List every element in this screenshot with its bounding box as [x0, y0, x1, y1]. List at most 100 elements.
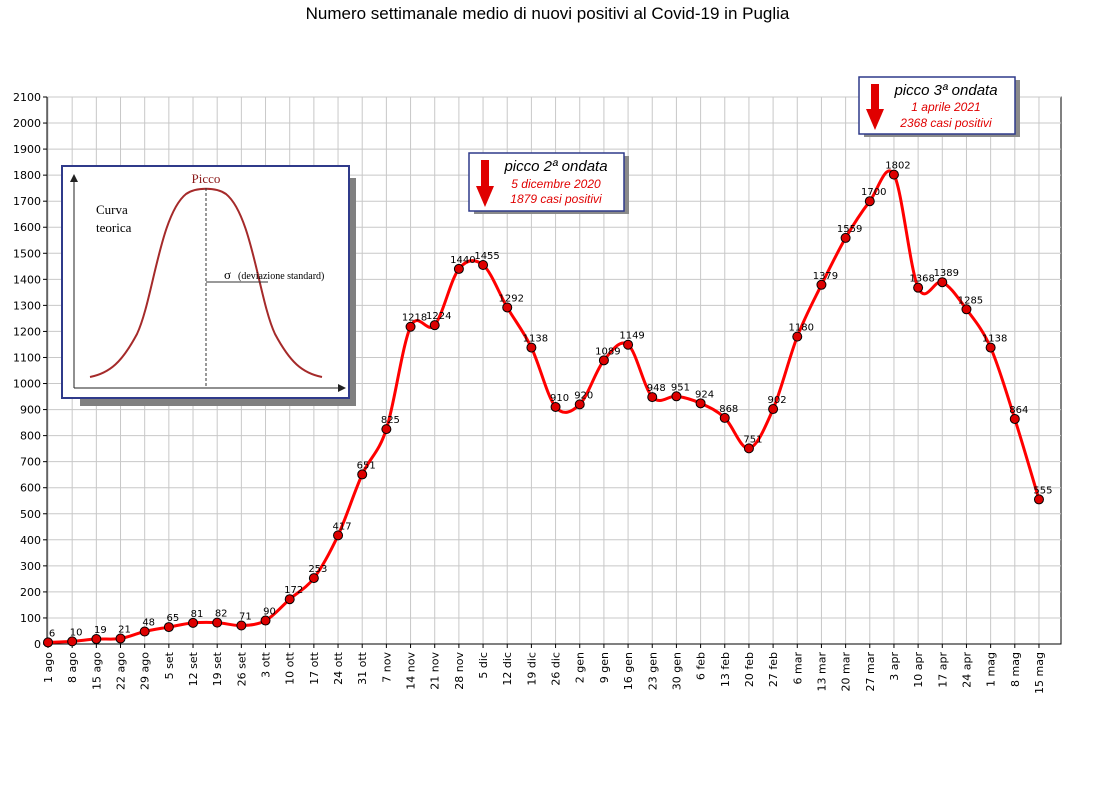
- y-tick-label: 1200: [13, 325, 41, 338]
- x-tick-label: 3 apr: [888, 652, 901, 681]
- data-point: [695, 398, 706, 409]
- data-point: [236, 620, 247, 631]
- data-point: [453, 263, 464, 274]
- y-tick-label: 0: [34, 638, 41, 651]
- x-tick-label: 8 ago: [66, 652, 79, 683]
- inset-x-arrow: [338, 384, 346, 392]
- x-tick-label: 6 mar: [791, 652, 804, 685]
- y-tick-label: 800: [20, 430, 41, 443]
- annotation-cases: 2368 casi positivi: [899, 116, 992, 130]
- data-label: 1224: [426, 311, 451, 322]
- data-point: [188, 617, 199, 628]
- data-label: 6: [49, 628, 55, 639]
- y-tick-label: 100: [20, 612, 41, 625]
- data-label: 65: [166, 613, 179, 624]
- third-wave-peak-annotation: picco 3ª ondata 1 aprile 2021 2368 casi …: [858, 76, 1020, 137]
- chart-title: Numero settimanale medio di nuovi positi…: [305, 4, 790, 23]
- inset-peak-label: Picco: [192, 171, 221, 186]
- data-point: [212, 617, 223, 628]
- data-label: 1440: [450, 255, 475, 266]
- y-tick-label: 500: [20, 508, 41, 521]
- data-label: 1368: [909, 274, 934, 285]
- data-point: [743, 443, 754, 454]
- x-tick-label: 28 nov: [453, 652, 466, 690]
- data-label: 82: [215, 609, 228, 620]
- data-point: [888, 169, 899, 180]
- data-point: [163, 622, 174, 633]
- data-point: [67, 636, 78, 647]
- y-tick-label: 1900: [13, 143, 41, 156]
- data-point: [429, 320, 440, 331]
- x-tick-label: 19 dic: [525, 652, 538, 686]
- down-arrow-icon: [866, 84, 884, 130]
- data-label: 951: [671, 382, 690, 393]
- y-tick-label: 1800: [13, 169, 41, 182]
- x-tick-label: 13 mar: [815, 652, 828, 692]
- y-tick-label: 900: [20, 404, 41, 417]
- inset-sigma-label: (deviazione standard): [238, 271, 324, 282]
- data-label: 920: [574, 390, 593, 401]
- x-tick-label: 27 mar: [864, 652, 877, 692]
- data-point: [961, 304, 972, 315]
- x-tick-label: 13 feb: [719, 652, 732, 687]
- data-point: [550, 401, 561, 412]
- data-point: [139, 626, 150, 637]
- data-point: [502, 302, 513, 313]
- axis-layer: 0 100 200 300 400 500 600 700 800 900 1000 1100 1200…: [13, 91, 1061, 694]
- x-tick-label: 27 feb: [767, 652, 780, 687]
- data-label: 864: [1009, 405, 1028, 416]
- data-label: 751: [743, 434, 762, 445]
- data-point: [913, 282, 924, 293]
- annotation-frame: [858, 76, 1016, 135]
- y-tick-label: 400: [20, 534, 41, 547]
- x-tick-label: 12 set: [187, 651, 200, 686]
- annotation-title: picco 3ª ondata: [893, 82, 997, 99]
- data-point: [864, 196, 875, 207]
- data-point: [260, 615, 271, 626]
- y-tick-label: 1500: [13, 247, 41, 260]
- y-tick-label: 1600: [13, 221, 41, 234]
- x-tick-label: 30 gen: [670, 652, 683, 690]
- data-label: 1138: [523, 334, 548, 345]
- data-label: 10: [70, 627, 83, 638]
- data-point: [574, 399, 585, 410]
- x-tick-label: 1 mag: [985, 652, 998, 687]
- y-tick-label: 1100: [13, 351, 41, 364]
- data-point: [43, 637, 53, 648]
- x-tick-label: 31 ott: [356, 651, 369, 685]
- x-tick-label: 26 dic: [550, 652, 563, 686]
- x-tick-label: 9 gen: [598, 652, 611, 683]
- data-label: 948: [647, 383, 666, 394]
- annotation-date: 1 aprile 2021: [911, 100, 980, 114]
- x-tick-label: 8 mag: [1009, 652, 1022, 687]
- x-tick-label: 15 ago: [90, 652, 103, 690]
- x-tick-label: 2 gen: [574, 652, 587, 683]
- x-tick-label: 10 ott: [284, 651, 297, 685]
- data-point: [91, 634, 102, 645]
- data-point: [598, 355, 609, 366]
- y-tick-label: 200: [20, 586, 41, 599]
- x-tick-label: 5 set: [163, 651, 176, 679]
- inset-sigma-symbol: σ: [224, 267, 231, 282]
- x-tick-label: 17 ott: [308, 651, 321, 685]
- y-tick-label: 1000: [13, 378, 41, 391]
- data-point: [768, 404, 779, 415]
- x-tick-label: 1 ago: [42, 652, 55, 683]
- data-label: 910: [550, 393, 569, 404]
- data-label: 902: [768, 395, 787, 406]
- data-point: [985, 342, 996, 353]
- data-label: 48: [142, 617, 155, 628]
- data-label: 1285: [958, 295, 983, 306]
- y-tick-label: 600: [20, 482, 41, 495]
- y-tick-label: 1300: [13, 299, 41, 312]
- y-tick-label: 700: [20, 456, 41, 469]
- y-tick-label: 300: [20, 560, 41, 573]
- data-point: [115, 633, 126, 644]
- x-tick-label: 16 gen: [622, 652, 635, 690]
- data-point: [357, 469, 368, 480]
- x-tick-label: 20 mar: [840, 652, 853, 692]
- data-point: [671, 391, 682, 402]
- data-label: 1559: [837, 224, 862, 235]
- x-tick-label: 21 nov: [429, 652, 442, 690]
- data-point: [647, 392, 658, 403]
